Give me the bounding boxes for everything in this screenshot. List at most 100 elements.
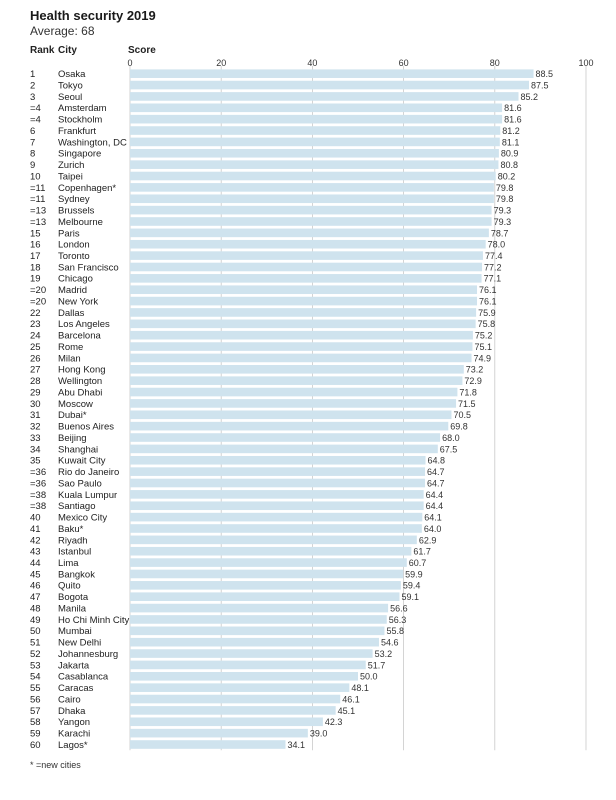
value-label: 77.4	[485, 251, 503, 261]
city-label: Lima	[58, 558, 79, 569]
rank-label: 44	[30, 558, 41, 569]
city-label: Osaka	[58, 69, 86, 80]
value-label: 88.5	[536, 69, 554, 79]
value-label: 75.2	[475, 331, 493, 341]
city-label: San Francisco	[58, 262, 119, 273]
bar	[130, 490, 424, 499]
value-label: 81.2	[502, 126, 520, 136]
rank-label: 6	[30, 126, 35, 137]
city-label: Abu Dhabi	[58, 387, 102, 398]
bar	[130, 160, 499, 169]
value-label: 79.8	[496, 194, 514, 204]
rank-label: 51	[30, 638, 41, 649]
bar	[130, 546, 412, 556]
rank-label: 42	[30, 535, 41, 546]
city-label: Dallas	[58, 308, 85, 319]
value-label: 54.6	[381, 638, 399, 648]
value-label: 56.6	[390, 603, 408, 613]
x-tick-label: 0	[127, 58, 132, 68]
bar	[130, 410, 452, 420]
value-label: 76.1	[479, 296, 497, 306]
value-label: 75.8	[478, 319, 496, 329]
bar	[130, 637, 379, 647]
x-tick-label: 80	[490, 58, 500, 68]
value-label: 87.5	[531, 80, 549, 90]
bar	[130, 80, 529, 90]
bar	[130, 239, 486, 249]
city-label: Mumbai	[58, 626, 92, 637]
bar	[130, 535, 417, 545]
rank-label: =4	[30, 103, 41, 114]
city-label: Stockholm	[58, 115, 102, 126]
rank-label: 53	[30, 660, 41, 671]
city-label: Jakarta	[58, 660, 90, 671]
bar	[130, 387, 458, 397]
value-label: 61.7	[413, 547, 431, 557]
x-tick-label: 100	[578, 58, 593, 68]
bar	[130, 251, 483, 260]
bar	[130, 217, 492, 226]
bar	[130, 433, 441, 442]
city-label: Johannesburg	[58, 649, 118, 660]
city-label: Wellington	[58, 376, 102, 387]
bar	[130, 660, 366, 670]
value-label: 77.2	[484, 262, 502, 272]
value-label: 80.2	[498, 171, 516, 181]
value-label: 51.7	[368, 660, 386, 670]
bar	[130, 194, 494, 204]
chart-title: Health security 2019	[30, 8, 156, 23]
bar	[130, 717, 323, 727]
city-label: Zurich	[58, 160, 84, 171]
city-label: Istanbul	[58, 547, 91, 558]
bar	[130, 342, 473, 351]
value-label: 59.9	[405, 569, 423, 579]
city-label: Shanghai	[58, 444, 98, 455]
city-label: Moscow	[58, 399, 93, 410]
value-label: 60.7	[409, 558, 427, 568]
rank-label: =38	[30, 490, 46, 501]
rank-label: 47	[30, 592, 41, 603]
bar	[130, 706, 336, 715]
bar	[130, 228, 489, 238]
city-label: Copenhagen*	[58, 183, 116, 194]
rank-label: 35	[30, 456, 41, 467]
bar	[130, 558, 407, 567]
city-label: Rome	[58, 342, 83, 353]
value-label: 79.3	[494, 206, 512, 216]
x-tick-label: 40	[307, 58, 317, 68]
city-label: Sao Paulo	[58, 478, 102, 489]
bar	[130, 683, 350, 692]
value-label: 64.4	[426, 490, 444, 500]
rank-label: 57	[30, 706, 41, 717]
bar	[130, 308, 477, 317]
rank-label: 48	[30, 603, 41, 614]
city-label: Lagos*	[58, 740, 88, 751]
rank-label: 43	[30, 547, 41, 558]
bar	[130, 137, 500, 147]
value-label: 46.1	[342, 694, 360, 704]
rank-label: =13	[30, 217, 46, 228]
city-label: Kuwait City	[58, 456, 106, 467]
value-label: 64.7	[427, 478, 445, 488]
rank-label: 29	[30, 387, 41, 398]
bar	[130, 478, 426, 488]
score-column-header: Score	[128, 45, 156, 56]
city-label: Kuala Lumpur	[58, 490, 117, 501]
rank-label: 56	[30, 694, 41, 705]
rank-label: 30	[30, 399, 41, 410]
city-label: Seoul	[58, 92, 82, 103]
city-label: Amsterdam	[58, 103, 107, 114]
value-label: 73.2	[466, 365, 484, 375]
rank-label: =20	[30, 285, 46, 296]
city-label: Buenos Aires	[58, 422, 114, 433]
value-label: 80.9	[501, 149, 519, 159]
city-label: Ho Chi Minh City	[58, 615, 130, 626]
value-label: 71.5	[458, 399, 476, 409]
value-label: 74.9	[474, 353, 492, 363]
bar	[130, 626, 385, 636]
rank-label: 7	[30, 137, 35, 148]
x-tick-label: 60	[399, 58, 409, 68]
rank-label: 27	[30, 365, 41, 376]
value-label: 64.0	[424, 524, 442, 534]
